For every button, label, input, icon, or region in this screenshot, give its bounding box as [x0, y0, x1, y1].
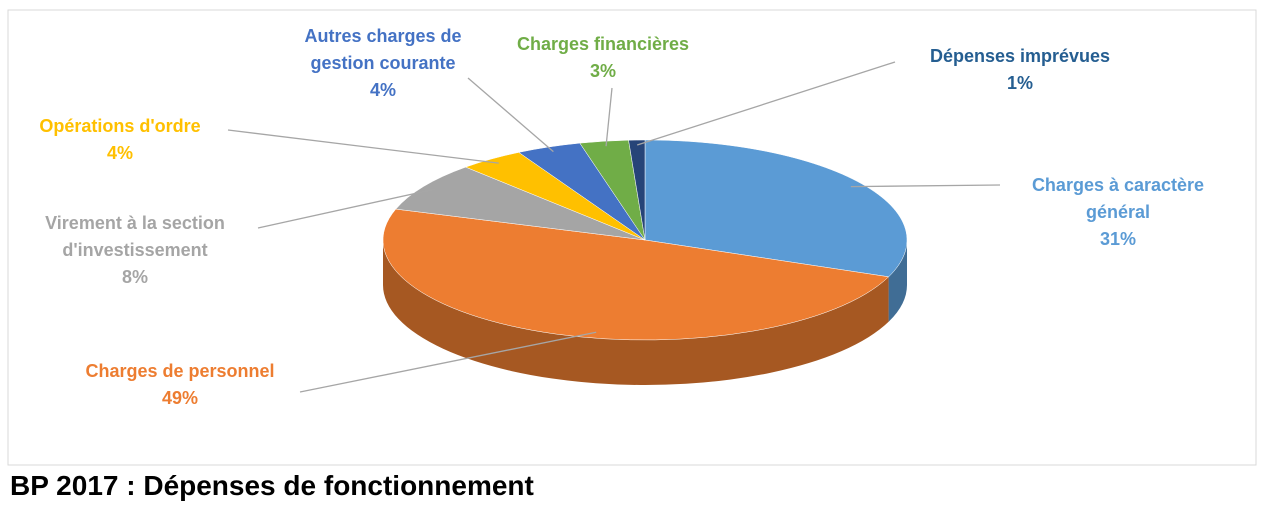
- data-label: Charges à caractère général 31%: [998, 172, 1238, 253]
- label-name: Opérations d'ordre: [39, 116, 201, 136]
- chart-border: [7, 9, 1257, 466]
- data-label: Virement à la section d'investissement 8%: [5, 210, 265, 291]
- data-label: Autres charges de gestion courante 4%: [283, 23, 483, 104]
- data-label: Charges financières 3%: [503, 31, 703, 85]
- leader-line: [850, 184, 1001, 188]
- chart-title: BP 2017 : Dépenses de fonctionnement: [10, 470, 534, 501]
- label-name: Dépenses imprévues: [929, 46, 1111, 66]
- slice: [644, 139, 908, 278]
- slice: [395, 166, 646, 241]
- leader-line: [636, 61, 896, 146]
- data-label: Dépenses imprévues 1%: [900, 43, 1140, 97]
- data-label: Opérations d'ordre 4%: [5, 113, 235, 167]
- label-value: 8%: [121, 266, 148, 287]
- label-name: Charges de personnel: [85, 361, 275, 381]
- slice: [382, 208, 890, 341]
- label-name: Virement à la section d'investissement: [45, 212, 225, 260]
- leader-line: [257, 188, 435, 229]
- label-value: 4%: [106, 143, 133, 163]
- slice-side: [382, 240, 889, 385]
- slice: [628, 139, 646, 241]
- slice-side: [888, 240, 907, 322]
- label-value: 1%: [1006, 73, 1033, 93]
- label-name: Charges à caractère général: [1031, 174, 1205, 222]
- label-value: 4%: [369, 79, 396, 100]
- label-value: 49%: [161, 388, 199, 408]
- label-value: 3%: [589, 61, 616, 81]
- data-label: Charges de personnel 49%: [50, 358, 310, 412]
- label-value: 31%: [1099, 228, 1137, 249]
- leader-line: [227, 129, 499, 164]
- label-name: Charges financières: [516, 34, 690, 54]
- leader-line: [605, 87, 613, 147]
- leader-line: [467, 77, 554, 153]
- label-name: Autres charges de gestion courante: [304, 25, 462, 73]
- leader-line: [299, 331, 597, 393]
